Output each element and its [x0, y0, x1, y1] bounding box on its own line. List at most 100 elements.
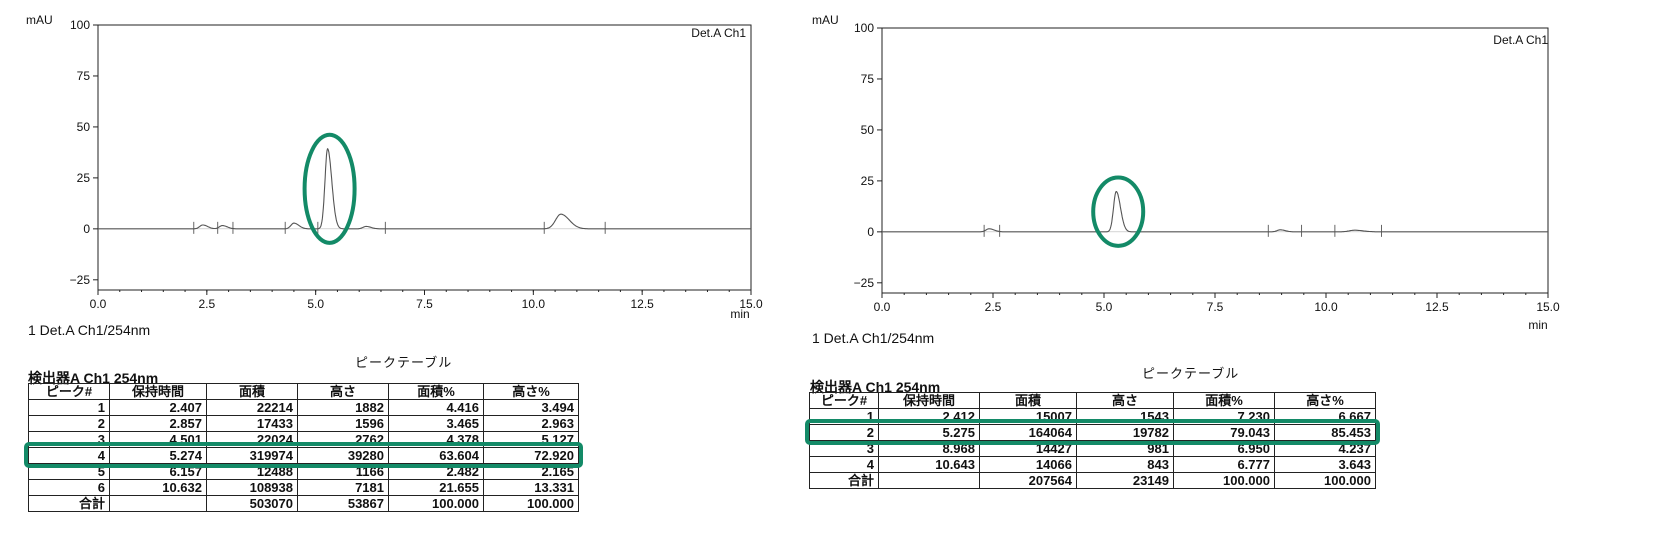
table-cell: 1543	[1076, 408, 1174, 425]
table-cell	[878, 472, 980, 489]
table-cell: 1596	[297, 415, 389, 432]
table-row: 3 4.501 22024 2762 4.378 5.127	[28, 431, 579, 448]
table-cell: 7.230	[1173, 408, 1275, 425]
y-tick-label: −25	[70, 273, 91, 287]
chromatogram-trace	[882, 191, 1548, 233]
table-cell: 1	[28, 399, 110, 416]
table-cell: 207564	[979, 472, 1077, 489]
column-header: 保持時間	[878, 392, 980, 409]
column-header: ピーク#	[809, 392, 879, 409]
plot-frame	[881, 27, 1549, 294]
peak-table-caption: ピークテーブル	[355, 355, 453, 370]
peak-table-caption: ピークテーブル	[1142, 366, 1240, 381]
table-cell: 2.407	[109, 399, 207, 416]
plot-frame	[97, 24, 752, 291]
table-cell: 5.274	[109, 447, 207, 464]
table-cell: 2.412	[878, 408, 980, 425]
chromatogram-panel-right: −25 0 25 50 75 100 0.0 2.5 5.0 7.5 10.0 12.5 15.0 mAU…	[805, 0, 1661, 556]
table-cell: 100.000	[1173, 472, 1275, 489]
table-cell: 15007	[979, 408, 1077, 425]
y-tick-label: 0	[83, 222, 90, 236]
table-cell: 1882	[297, 399, 389, 416]
x-tick-label: 10.0	[522, 297, 546, 311]
table-cell: 8.968	[878, 440, 980, 457]
table-cell: 3.494	[483, 399, 579, 416]
legend-label: Det.A Ch1	[691, 26, 746, 40]
table-cell: 2762	[297, 431, 389, 448]
table-cell: 2.963	[483, 415, 579, 432]
column-header: 面積%	[388, 383, 484, 400]
table-cell: 17433	[206, 415, 298, 432]
table-row: 2 5.275 164064 19782 79.043 85.453	[809, 424, 1376, 441]
table-cell: 4.378	[388, 431, 484, 448]
table-row: 4 5.274 319974 39280 63.604 72.920	[28, 447, 579, 464]
table-cell: 1	[809, 408, 879, 425]
column-header: 面積	[979, 392, 1077, 409]
table-cell: 4	[809, 456, 879, 473]
table-row: 3 8.968 14427 981 6.950 4.237	[809, 440, 1376, 457]
detector-label: 検出器A Ch1 254nm	[810, 379, 941, 395]
y-tick-label: 100	[70, 18, 90, 32]
table-cell: 85.453	[1274, 424, 1376, 441]
x-unit-label: min	[1528, 318, 1547, 332]
peak-highlight-ellipse	[302, 132, 357, 245]
column-header: 保持時間	[109, 383, 207, 400]
chromatogram-chart-right: −25 0 25 50 75 100 0.0 2.5 5.0 7.5 10.0 12.5 15.0 mAU…	[812, 13, 1560, 332]
peak-highlight-ellipse	[1091, 175, 1146, 248]
detector-label: 検出器A Ch1 254nm	[28, 370, 159, 386]
table-cell: 2	[28, 415, 110, 432]
x-tick-label: 2.5	[198, 297, 215, 311]
table-cell: 164064	[979, 424, 1077, 441]
x-tick-label: 7.5	[1207, 300, 1224, 314]
table-cell: 100.000	[1274, 472, 1376, 489]
peak-table: ピーク# 保持時間 面積 高さ 面積% 高さ% 1 2.412 15007 1543 7.230 6.…	[809, 392, 1376, 489]
table-cell: 合計	[809, 472, 879, 489]
table-row: 5 6.157 12488 1166 2.482 2.165	[28, 463, 579, 480]
table-cell: 13.331	[483, 479, 579, 496]
x-tick-label: 2.5	[985, 300, 1002, 314]
column-header: 面積	[206, 383, 298, 400]
table-cell: 4.416	[388, 399, 484, 416]
table-cell: 23149	[1076, 472, 1174, 489]
x-tick-label: 12.5	[1425, 300, 1449, 314]
table-cell: 1166	[297, 463, 389, 480]
table-cell: 22214	[206, 399, 298, 416]
table-cell: 21.655	[388, 479, 484, 496]
table-row: 6 10.632 108938 7181 21.655 13.331	[28, 479, 579, 496]
table-cell: 3	[809, 440, 879, 457]
channel-sub-label: 1 Det.A Ch1/254nm	[28, 322, 151, 338]
table-cell: 14427	[979, 440, 1077, 457]
table-row: 合計 207564 23149 100.000 100.000	[809, 472, 1376, 489]
table-cell: 503070	[206, 495, 298, 512]
table-cell	[109, 495, 207, 512]
legend-label: Det.A Ch1	[1493, 33, 1548, 47]
table-cell: 6.950	[1173, 440, 1275, 457]
table-cell: 79.043	[1173, 424, 1275, 441]
x-tick-label: 7.5	[416, 297, 433, 311]
table-cell: 2.165	[483, 463, 579, 480]
table-cell: 53867	[297, 495, 389, 512]
x-tick-label: 0.0	[874, 300, 891, 314]
table-cell: 108938	[206, 479, 298, 496]
table-cell: 2.857	[109, 415, 207, 432]
table-cell: 100.000	[388, 495, 484, 512]
table-cell: 3.465	[388, 415, 484, 432]
table-cell: 6.667	[1274, 408, 1376, 425]
table-cell: 72.920	[483, 447, 579, 464]
y-tick-label: 0	[867, 225, 874, 239]
table-cell: 63.604	[388, 447, 484, 464]
x-unit-label: min	[730, 307, 749, 321]
table-cell: 5	[28, 463, 110, 480]
table-row: 1 2.412 15007 1543 7.230 6.667	[809, 408, 1376, 425]
x-tick-label: 15.0	[739, 297, 763, 311]
table-row: 4 10.643 14066 843 6.777 3.643	[809, 456, 1376, 473]
column-header: ピーク#	[28, 383, 110, 400]
table-cell: 3	[28, 431, 110, 448]
table-row: 2 2.857 17433 1596 3.465 2.963	[28, 415, 579, 432]
y-unit-label: mAU	[26, 13, 53, 27]
table-cell: 319974	[206, 447, 298, 464]
table-cell: 22024	[206, 431, 298, 448]
column-header: 高さ	[1076, 392, 1174, 409]
table-cell: 12488	[206, 463, 298, 480]
table-cell: 2	[809, 424, 879, 441]
